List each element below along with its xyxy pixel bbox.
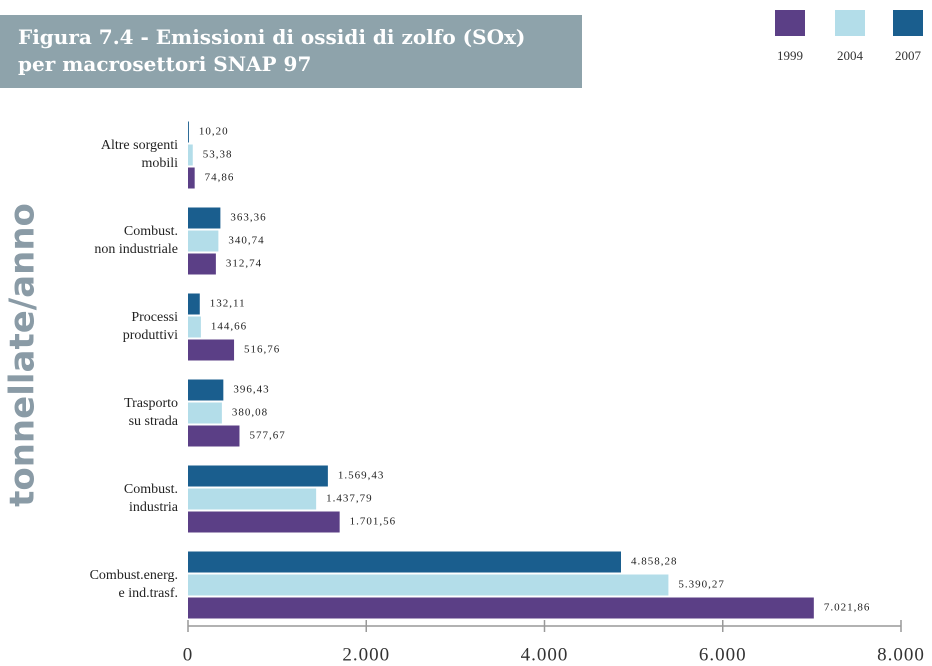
value-label: 340,74: [228, 235, 264, 247]
bar: [188, 207, 221, 229]
legend-swatch: [775, 10, 805, 36]
bar: [188, 253, 216, 275]
value-label: 380,08: [232, 407, 268, 419]
value-label: 1.569,43: [338, 470, 385, 482]
value-label: 74,86: [205, 172, 235, 184]
category-line: Combust.: [124, 482, 178, 497]
bar: [188, 425, 240, 447]
category-line: industria: [129, 500, 179, 515]
bar: [188, 293, 200, 315]
x-tick-label: 8.000: [877, 644, 925, 665]
bar: [188, 339, 235, 361]
category-line: e ind.trasf.: [119, 586, 178, 601]
x-tick-label: 2.000: [342, 644, 390, 665]
legend-label: 2004: [837, 48, 864, 63]
value-label: 4.858,28: [631, 556, 678, 568]
value-label: 7.021,86: [824, 602, 871, 614]
value-label: 363,36: [230, 212, 266, 224]
category-line: Combust.: [124, 224, 178, 239]
category-label: Combust. industria: [124, 482, 179, 515]
value-label: 516,76: [244, 344, 280, 356]
category-line: non industriale: [94, 242, 178, 257]
bar: [188, 230, 219, 252]
bar: [188, 167, 195, 189]
bar: [188, 551, 621, 573]
category-label: Processi produttivi: [123, 310, 178, 343]
category-line: Altre sorgenti: [101, 138, 178, 153]
bar: [188, 402, 222, 424]
value-label: 53,38: [203, 149, 233, 161]
value-label: 396,43: [233, 384, 269, 396]
category-line: su strada: [129, 414, 179, 429]
category-line: Processi: [131, 310, 178, 325]
title-box: Figura 7.4 - Emissioni di ossidi di zolf…: [0, 15, 582, 88]
bar: [188, 144, 193, 166]
bar: [188, 121, 189, 143]
category-line: Trasporto: [124, 396, 178, 411]
category-label: Trasporto su strada: [124, 396, 179, 429]
category-label: Combust.energ. e ind.trasf.: [90, 568, 178, 601]
legend-swatch: [835, 10, 865, 36]
bar: [188, 465, 328, 487]
value-label: 1.437,79: [326, 493, 373, 505]
bar: [188, 574, 669, 596]
value-label: 144,66: [211, 321, 247, 333]
value-label: 312,74: [226, 258, 262, 270]
legend-swatch: [893, 10, 923, 36]
legend-label: 2007: [895, 48, 922, 63]
value-label: 1.701,56: [350, 516, 397, 528]
category-label: Altre sorgenti mobili: [101, 138, 178, 171]
bar: [188, 597, 814, 619]
value-label: 10,20: [199, 126, 229, 138]
x-tick-label: 4.000: [521, 644, 569, 665]
bar: [188, 488, 317, 510]
bar: [188, 379, 224, 401]
x-tick-label: 0: [183, 644, 194, 665]
y-axis-label: tonnellate/anno: [3, 203, 43, 507]
value-label: 577,67: [249, 430, 285, 442]
category-label: Combust. non industriale: [94, 224, 178, 257]
x-tick-label: 6.000: [699, 644, 747, 665]
legend-label: 1999: [777, 48, 803, 63]
category-line: mobili: [141, 156, 178, 171]
chart-title: Figura 7.4 - Emissioni di ossidi di zolf…: [18, 25, 526, 76]
bar: [188, 316, 201, 338]
category-line: produttivi: [123, 328, 178, 343]
value-label: 5.390,27: [678, 579, 725, 591]
bar: [188, 511, 340, 533]
category-line: Combust.energ.: [90, 568, 178, 583]
value-label: 132,11: [210, 298, 246, 310]
